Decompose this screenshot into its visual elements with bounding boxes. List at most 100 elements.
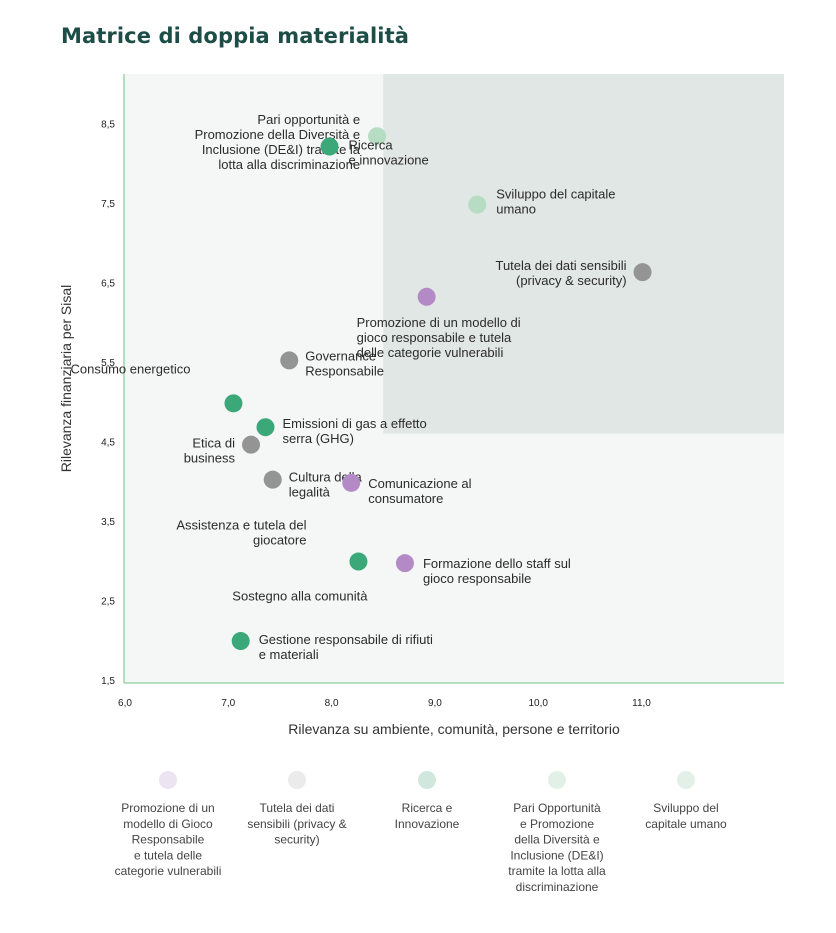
point-label-line: Ricerca <box>349 138 394 153</box>
point-label-line: giocatore <box>253 533 306 548</box>
point-label: Gestione responsabile di rifiuti e materi… <box>259 632 433 662</box>
legend-label-line: della Diversità e <box>514 833 600 847</box>
point-label: Promozione di un modello di gioco respons… <box>357 315 521 360</box>
point-label-line: Governance <box>305 348 376 363</box>
point-label: Etica di business <box>184 436 236 466</box>
point-label-line: Pari opportunità e <box>257 112 360 127</box>
point-label-line: Gestione responsabile di rifiuti <box>259 632 433 647</box>
data-point <box>468 195 487 214</box>
point-label-line: delle categorie vulnerabili <box>357 345 504 360</box>
data-point <box>349 552 368 571</box>
data-point <box>231 632 250 651</box>
high-materiality-quadrant <box>383 74 784 434</box>
point-label: Assistenza e tutela del giocatore <box>176 518 306 548</box>
legend-label-line: Responsabile <box>132 833 205 847</box>
legend-label-line: tramite la lotta alla <box>508 864 606 878</box>
data-point <box>280 351 299 370</box>
point-label: Sviluppo del capitale umano <box>496 187 615 217</box>
legend-label: Sviluppo del capitale umano <box>645 801 727 831</box>
chart-title: Matrice di doppia materialità <box>61 24 409 48</box>
legend-marker <box>418 771 436 789</box>
legend-label: Ricerca e Innovazione <box>395 801 460 831</box>
data-point <box>342 473 361 492</box>
point-label-line: business <box>184 451 236 466</box>
legend-label-line: Tutela dei dati <box>260 801 335 815</box>
y-tick-label: 6,5 <box>101 279 115 290</box>
legend-label-line: modello di Gioco <box>123 817 213 831</box>
point-label: Ricerca e innovazione <box>349 138 429 168</box>
point-label-line: Tutela dei dati sensibili <box>495 258 626 273</box>
point-label: Formazione dello staff sul gioco responsa… <box>423 556 571 586</box>
y-tick-label: 8,5 <box>101 120 115 131</box>
legend-label-line: discriminazione <box>516 880 599 894</box>
data-point <box>368 127 387 146</box>
data-point <box>256 418 275 437</box>
point-label-line: Promozione di un modello di <box>357 315 521 330</box>
x-tick-label: 8,0 <box>325 698 339 709</box>
point-label: Comunicazione al consumatore <box>368 476 471 506</box>
legend-label-line: Sviluppo del <box>653 801 718 815</box>
point-label-line: Formazione dello staff sul <box>423 556 571 571</box>
data-point <box>224 394 243 413</box>
legend-label: Promozione di un modello di Gioco Responsa… <box>115 801 222 878</box>
legend-label-line: e tutela delle <box>134 848 202 862</box>
y-tick-label: 2,5 <box>101 597 115 608</box>
data-point <box>395 554 414 573</box>
x-tick-label: 11,0 <box>632 698 651 709</box>
point-label-line: Responsabile <box>305 363 384 378</box>
point-label: Emissioni di gas a effetto serra (GHG) <box>282 416 426 446</box>
legend-label-line: Innovazione <box>395 817 460 831</box>
data-point <box>263 470 282 489</box>
point-label-line: Etica di <box>192 436 235 451</box>
point-label-line: e innovazione <box>349 153 429 168</box>
data-point <box>633 263 652 282</box>
y-tick-label: 1,5 <box>101 676 115 687</box>
point-label-line: Sostegno alla comunità <box>232 589 368 604</box>
point-label-line: Consumo energetico <box>70 361 190 376</box>
y-tick-label: 7,5 <box>101 199 115 210</box>
point-label-line: Sviluppo del capitale <box>496 187 615 202</box>
legend-label-line: Promozione di un <box>121 801 214 815</box>
y-tick-label: 5,5 <box>101 358 115 369</box>
x-axis-title: Rilevanza su ambiente, comunità, persone… <box>288 721 620 737</box>
point-label-line: e materiali <box>259 647 319 662</box>
point-label: Governance Responsabile <box>305 348 384 378</box>
point-label-line: gioco responsabile e tutela <box>357 330 512 345</box>
y-tick-label: 3,5 <box>101 517 115 528</box>
legend-label-line: Ricerca e <box>402 801 453 815</box>
legend-label-line: security) <box>274 833 319 847</box>
legend-label-line: sensibili (privacy & <box>247 817 346 831</box>
legend-label-line: capitale umano <box>645 817 727 831</box>
point-label-line: serra (GHG) <box>282 431 354 446</box>
point-label: Tutela dei dati sensibili (privacy & secu… <box>495 258 626 288</box>
point-label-line: consumatore <box>368 491 443 506</box>
legend-marker <box>677 771 695 789</box>
legend-label-line: Pari Opportunità <box>513 801 601 815</box>
x-tick-label: 6,0 <box>118 698 132 709</box>
point-label: Consumo energetico <box>70 361 190 376</box>
y-axis-title: Rilevanza finanziaria per Sisal <box>58 285 74 473</box>
legend-marker <box>548 771 566 789</box>
data-point <box>320 137 339 156</box>
point-label-line: Emissioni di gas a effetto <box>282 416 426 431</box>
y-tick-label: 4,5 <box>101 438 115 449</box>
point-label: Pari opportunità e Promozione della Diver… <box>195 112 361 172</box>
point-label-line: Assistenza e tutela del <box>176 518 306 533</box>
x-tick-label: 9,0 <box>428 698 442 709</box>
legend-label-line: categorie vulnerabili <box>115 864 222 878</box>
point-label-line: Promozione della Diversità e <box>195 127 360 142</box>
legend-marker <box>288 771 306 789</box>
point-label: Sostegno alla comunità <box>232 589 368 604</box>
data-point <box>417 287 436 306</box>
point-label-line: gioco responsabile <box>423 571 531 586</box>
data-point <box>242 435 261 454</box>
legend-marker <box>159 771 177 789</box>
legend-label: Tutela dei dati sensibili (privacy & secur… <box>247 801 346 847</box>
point-label-line: (privacy & security) <box>516 273 627 288</box>
legend-label-line: Inclusione (DE&I) <box>510 848 603 862</box>
legend-label: Pari Opportunità e Promozione della Divers… <box>508 801 606 894</box>
x-tick-label: 7,0 <box>221 698 235 709</box>
x-tick-label: 10,0 <box>528 698 548 709</box>
point-label-line: umano <box>496 202 536 217</box>
